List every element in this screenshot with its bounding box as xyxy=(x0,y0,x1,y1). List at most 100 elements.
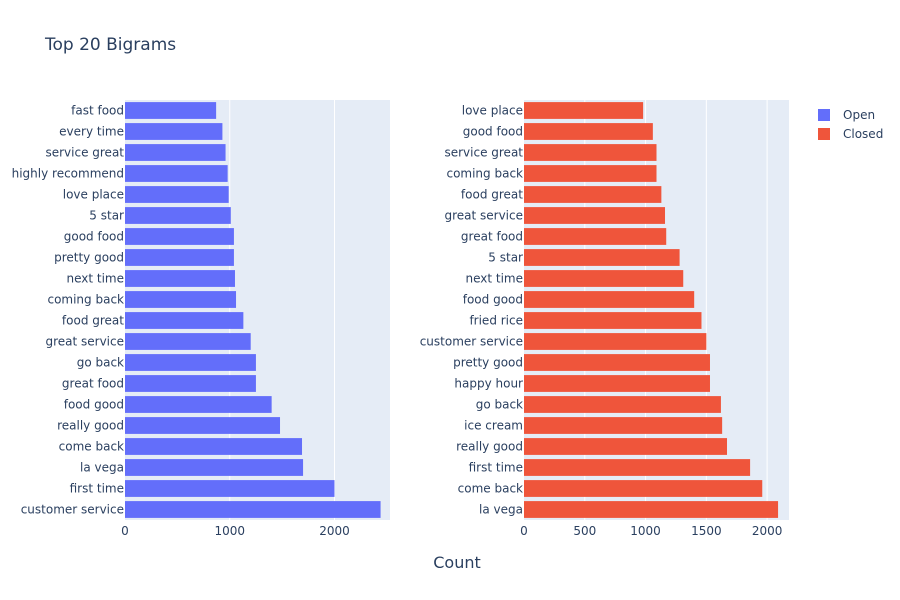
bar-open[interactable] xyxy=(125,270,235,287)
panel-open: 0 1000 2000 customer service first time la ve… xyxy=(12,100,390,538)
x-tick-label: 2000 xyxy=(319,524,350,538)
bar-open[interactable] xyxy=(125,396,272,413)
y-tick-label: love place xyxy=(462,104,523,118)
y-tick-label: great service xyxy=(444,209,523,223)
bar-open[interactable] xyxy=(125,291,237,308)
bar-open[interactable] xyxy=(125,501,381,518)
y-tick-label: service great xyxy=(45,146,124,160)
y-tick-label: la vega xyxy=(479,503,523,517)
bar-open[interactable] xyxy=(125,459,304,476)
y-tick-label: 5 star xyxy=(89,209,124,223)
y-tick-label: food great xyxy=(461,188,523,202)
legend-label-closed[interactable]: Closed xyxy=(843,127,883,141)
y-tick-label: first time xyxy=(469,461,523,475)
bar-open[interactable] xyxy=(125,186,229,203)
x-tick-label: 0 xyxy=(520,524,528,538)
bar-closed[interactable] xyxy=(524,354,710,371)
bar-closed[interactable] xyxy=(524,249,680,266)
bar-closed[interactable] xyxy=(524,417,723,434)
y-tick-label: service great xyxy=(444,146,523,160)
y-tick-label: la vega xyxy=(80,461,124,475)
legend-swatch-closed[interactable] xyxy=(818,128,830,140)
y-tick-label: highly recommend xyxy=(12,167,124,181)
y-tick-label: go back xyxy=(77,356,124,370)
y-tick-label: love place xyxy=(63,188,124,202)
y-tick-label: customer service xyxy=(21,503,124,517)
y-tick-label: good food xyxy=(64,230,124,244)
y-tick-label: food great xyxy=(62,314,124,328)
x-tick-label: 0 xyxy=(121,524,129,538)
y-tick-label: customer service xyxy=(420,335,523,349)
bar-open[interactable] xyxy=(125,417,281,434)
y-tick-label: pretty good xyxy=(453,356,523,370)
bar-open[interactable] xyxy=(125,207,231,224)
bar-open[interactable] xyxy=(125,249,234,266)
y-tick-label: great food xyxy=(62,377,124,391)
bar-open[interactable] xyxy=(125,480,335,497)
x-tick-label: 2000 xyxy=(752,524,783,538)
bar-open[interactable] xyxy=(125,438,303,455)
bar-closed[interactable] xyxy=(524,207,666,224)
bar-closed[interactable] xyxy=(524,501,779,518)
bar-closed[interactable] xyxy=(524,333,707,350)
bar-closed[interactable] xyxy=(524,312,702,329)
legend-label-open[interactable]: Open xyxy=(843,108,875,122)
y-tick-label: come back xyxy=(59,440,124,454)
bar-open[interactable] xyxy=(125,333,251,350)
plot-background xyxy=(524,100,789,520)
x-axis-title: Count xyxy=(433,553,481,572)
y-tick-label: 5 star xyxy=(488,251,523,265)
y-tick-label: pretty good xyxy=(54,251,124,265)
bar-closed[interactable] xyxy=(524,165,657,182)
y-tick-label: food good xyxy=(463,293,523,307)
bar-closed[interactable] xyxy=(524,186,662,203)
y-tick-label: coming back xyxy=(47,293,124,307)
bar-open[interactable] xyxy=(125,354,256,371)
y-tick-label: every time xyxy=(59,125,124,139)
y-tick-label: ice cream xyxy=(464,419,523,433)
bar-closed[interactable] xyxy=(524,480,763,497)
bar-open[interactable] xyxy=(125,228,234,245)
bar-open[interactable] xyxy=(125,144,226,161)
x-tick-label: 1500 xyxy=(691,524,722,538)
x-tick-label: 500 xyxy=(573,524,596,538)
y-tick-label: great service xyxy=(45,335,124,349)
bar-closed[interactable] xyxy=(524,438,728,455)
bar-open[interactable] xyxy=(125,375,256,392)
y-tick-label: really good xyxy=(57,419,124,433)
bar-closed[interactable] xyxy=(524,144,657,161)
y-tick-label: go back xyxy=(476,398,523,412)
bar-closed[interactable] xyxy=(524,228,667,245)
y-tick-label: fast food xyxy=(71,104,124,118)
bar-closed[interactable] xyxy=(524,375,710,392)
y-tick-label: food good xyxy=(64,398,124,412)
y-tick-label: next time xyxy=(66,272,124,286)
y-tick-label: really good xyxy=(456,440,523,454)
y-tick-label: come back xyxy=(458,482,523,496)
x-tick-label: 1000 xyxy=(214,524,245,538)
legend[interactable]: Open Closed xyxy=(818,108,883,141)
bar-closed[interactable] xyxy=(524,123,653,140)
y-tick-label: fried rice xyxy=(469,314,523,328)
bar-closed[interactable] xyxy=(524,102,644,119)
legend-swatch-open[interactable] xyxy=(818,109,830,121)
y-tick-label: happy hour xyxy=(454,377,523,391)
bar-closed[interactable] xyxy=(524,396,721,413)
panel-closed: 0 500 1000 1500 2000 la vega come back first ti… xyxy=(420,100,789,538)
bar-closed[interactable] xyxy=(524,459,751,476)
bar-open[interactable] xyxy=(125,123,223,140)
bar-open[interactable] xyxy=(125,312,244,329)
bar-open[interactable] xyxy=(125,165,228,182)
chart-title: Top 20 Bigrams xyxy=(44,35,176,55)
y-tick-label: first time xyxy=(70,482,124,496)
y-tick-label: good food xyxy=(463,125,523,139)
x-tick-label: 1000 xyxy=(630,524,661,538)
plot-background xyxy=(125,100,390,520)
bar-closed[interactable] xyxy=(524,291,695,308)
bar-open[interactable] xyxy=(125,102,217,119)
y-tick-label: great food xyxy=(461,230,523,244)
bar-closed[interactable] xyxy=(524,270,684,287)
y-tick-label: coming back xyxy=(446,167,523,181)
y-tick-label: next time xyxy=(465,272,523,286)
